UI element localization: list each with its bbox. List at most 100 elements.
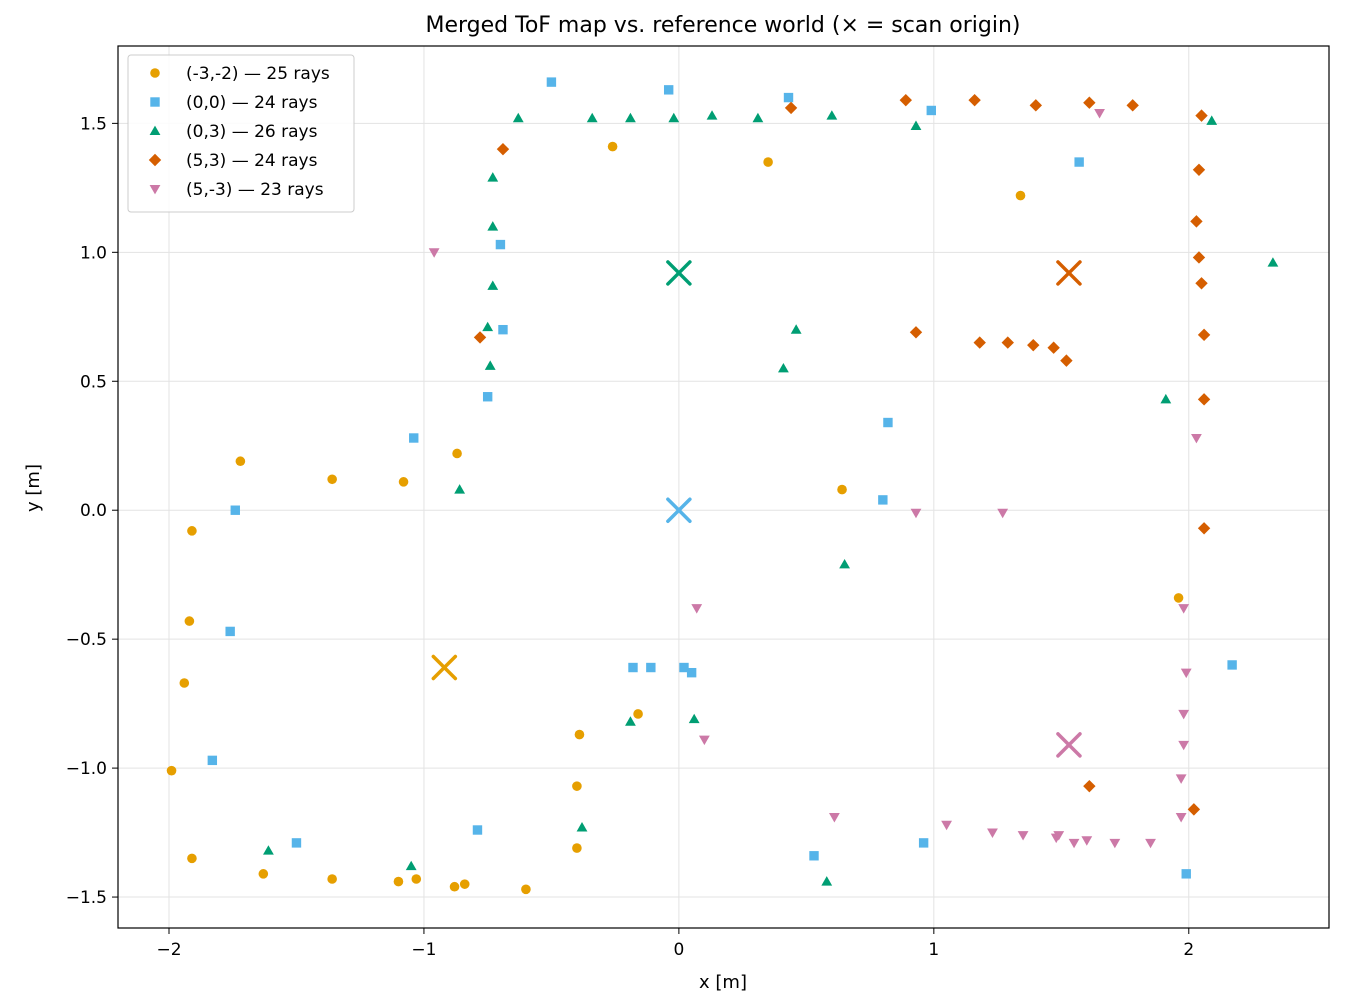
data-point	[1081, 836, 1093, 846]
data-point	[778, 362, 789, 373]
data-point	[878, 495, 888, 505]
data-point	[1187, 803, 1201, 816]
series-1	[207, 77, 1237, 879]
data-points	[166, 77, 1279, 895]
y-tick-label: 0.0	[80, 501, 107, 521]
data-point	[646, 662, 656, 673]
data-point	[1178, 709, 1190, 720]
data-point	[546, 77, 557, 87]
data-point	[1001, 336, 1014, 349]
data-point	[187, 853, 197, 864]
y-axis-label: y [m]	[23, 464, 44, 512]
data-point	[1191, 433, 1202, 444]
data-point	[1126, 99, 1139, 112]
data-point	[821, 876, 833, 886]
scan-origin-stroke	[1056, 260, 1082, 286]
data-point	[398, 477, 409, 487]
x-tick-label: 2	[1183, 940, 1194, 960]
scan-origin-stroke	[1056, 732, 1082, 758]
legend-label: (-3,-2) — 25 rays	[186, 64, 330, 84]
data-point	[839, 558, 850, 569]
data-point	[472, 825, 483, 835]
data-point	[393, 876, 404, 887]
data-point	[973, 336, 986, 349]
data-point	[411, 874, 422, 884]
data-point	[572, 843, 582, 853]
data-point	[837, 484, 847, 495]
series-3	[473, 93, 1211, 816]
data-point	[428, 248, 440, 258]
data-point	[498, 324, 508, 335]
data-point	[166, 765, 177, 776]
data-point	[1195, 277, 1208, 290]
data-point	[1190, 215, 1203, 228]
data-point	[1206, 115, 1218, 125]
x-tick-label: 0	[673, 940, 684, 960]
legend-label: (0,3) — 26 rays	[186, 122, 318, 142]
data-point	[1181, 869, 1191, 879]
y-tick-label: 0.5	[80, 372, 107, 392]
axis-ticks: −2 −1 0 1 2 −1.5 −1.0 −0.5 0.0 0.5 1.0 1.5	[66, 114, 1194, 960]
data-point	[1145, 838, 1156, 849]
data-point	[1267, 257, 1279, 267]
legend: (-3,-2) — 25 rays (0,0) — 24 rays (0,3) — …	[127, 54, 355, 213]
data-point	[574, 729, 585, 740]
data-point	[625, 716, 636, 726]
data-point	[1027, 338, 1040, 352]
data-point	[586, 112, 598, 123]
data-point	[487, 280, 499, 290]
data-point	[790, 324, 802, 334]
legend-marker	[149, 125, 161, 136]
data-point	[752, 112, 764, 123]
data-point	[1029, 99, 1043, 112]
data-point	[1074, 157, 1084, 167]
data-point	[473, 331, 487, 344]
data-point	[1192, 163, 1206, 176]
grid	[118, 46, 1329, 928]
data-point	[826, 110, 838, 120]
data-point	[235, 456, 246, 467]
data-point	[763, 157, 773, 167]
data-point	[625, 112, 636, 123]
data-point	[698, 735, 710, 746]
scan-origin-stroke	[666, 497, 692, 523]
data-point	[230, 505, 240, 515]
data-point	[607, 141, 618, 152]
data-point	[496, 142, 510, 156]
data-point	[987, 828, 998, 838]
data-point	[968, 93, 981, 107]
data-point	[1175, 813, 1187, 823]
data-point	[918, 838, 929, 848]
data-point	[449, 881, 460, 892]
data-point	[1197, 522, 1211, 535]
legend-label: (5,3) — 24 rays	[186, 151, 318, 171]
scan-origin-marker	[666, 260, 692, 286]
data-point	[484, 360, 496, 370]
data-point	[1195, 109, 1208, 122]
data-point	[1053, 831, 1065, 841]
scan-origin-stroke	[431, 654, 458, 681]
data-point	[459, 879, 470, 889]
data-point	[926, 105, 936, 116]
legend-box	[127, 54, 355, 213]
data-point	[910, 508, 922, 519]
series-2	[263, 110, 1279, 886]
data-point	[187, 526, 197, 536]
data-point	[691, 604, 703, 614]
data-point	[327, 474, 337, 485]
data-point	[207, 755, 218, 766]
data-point	[1197, 328, 1211, 342]
data-point	[1178, 604, 1190, 614]
data-point	[482, 392, 493, 402]
y-tick-label: 1.5	[80, 114, 107, 134]
data-point	[454, 484, 466, 494]
data-point	[1015, 190, 1026, 201]
y-tick-label: −1.0	[66, 759, 107, 779]
data-point	[706, 110, 718, 120]
data-point	[1178, 740, 1190, 751]
x-tick-label: 1	[928, 940, 939, 960]
data-point	[225, 626, 235, 637]
data-point	[628, 662, 638, 673]
x-axis-label: x [m]	[699, 972, 747, 993]
data-point	[291, 838, 302, 848]
